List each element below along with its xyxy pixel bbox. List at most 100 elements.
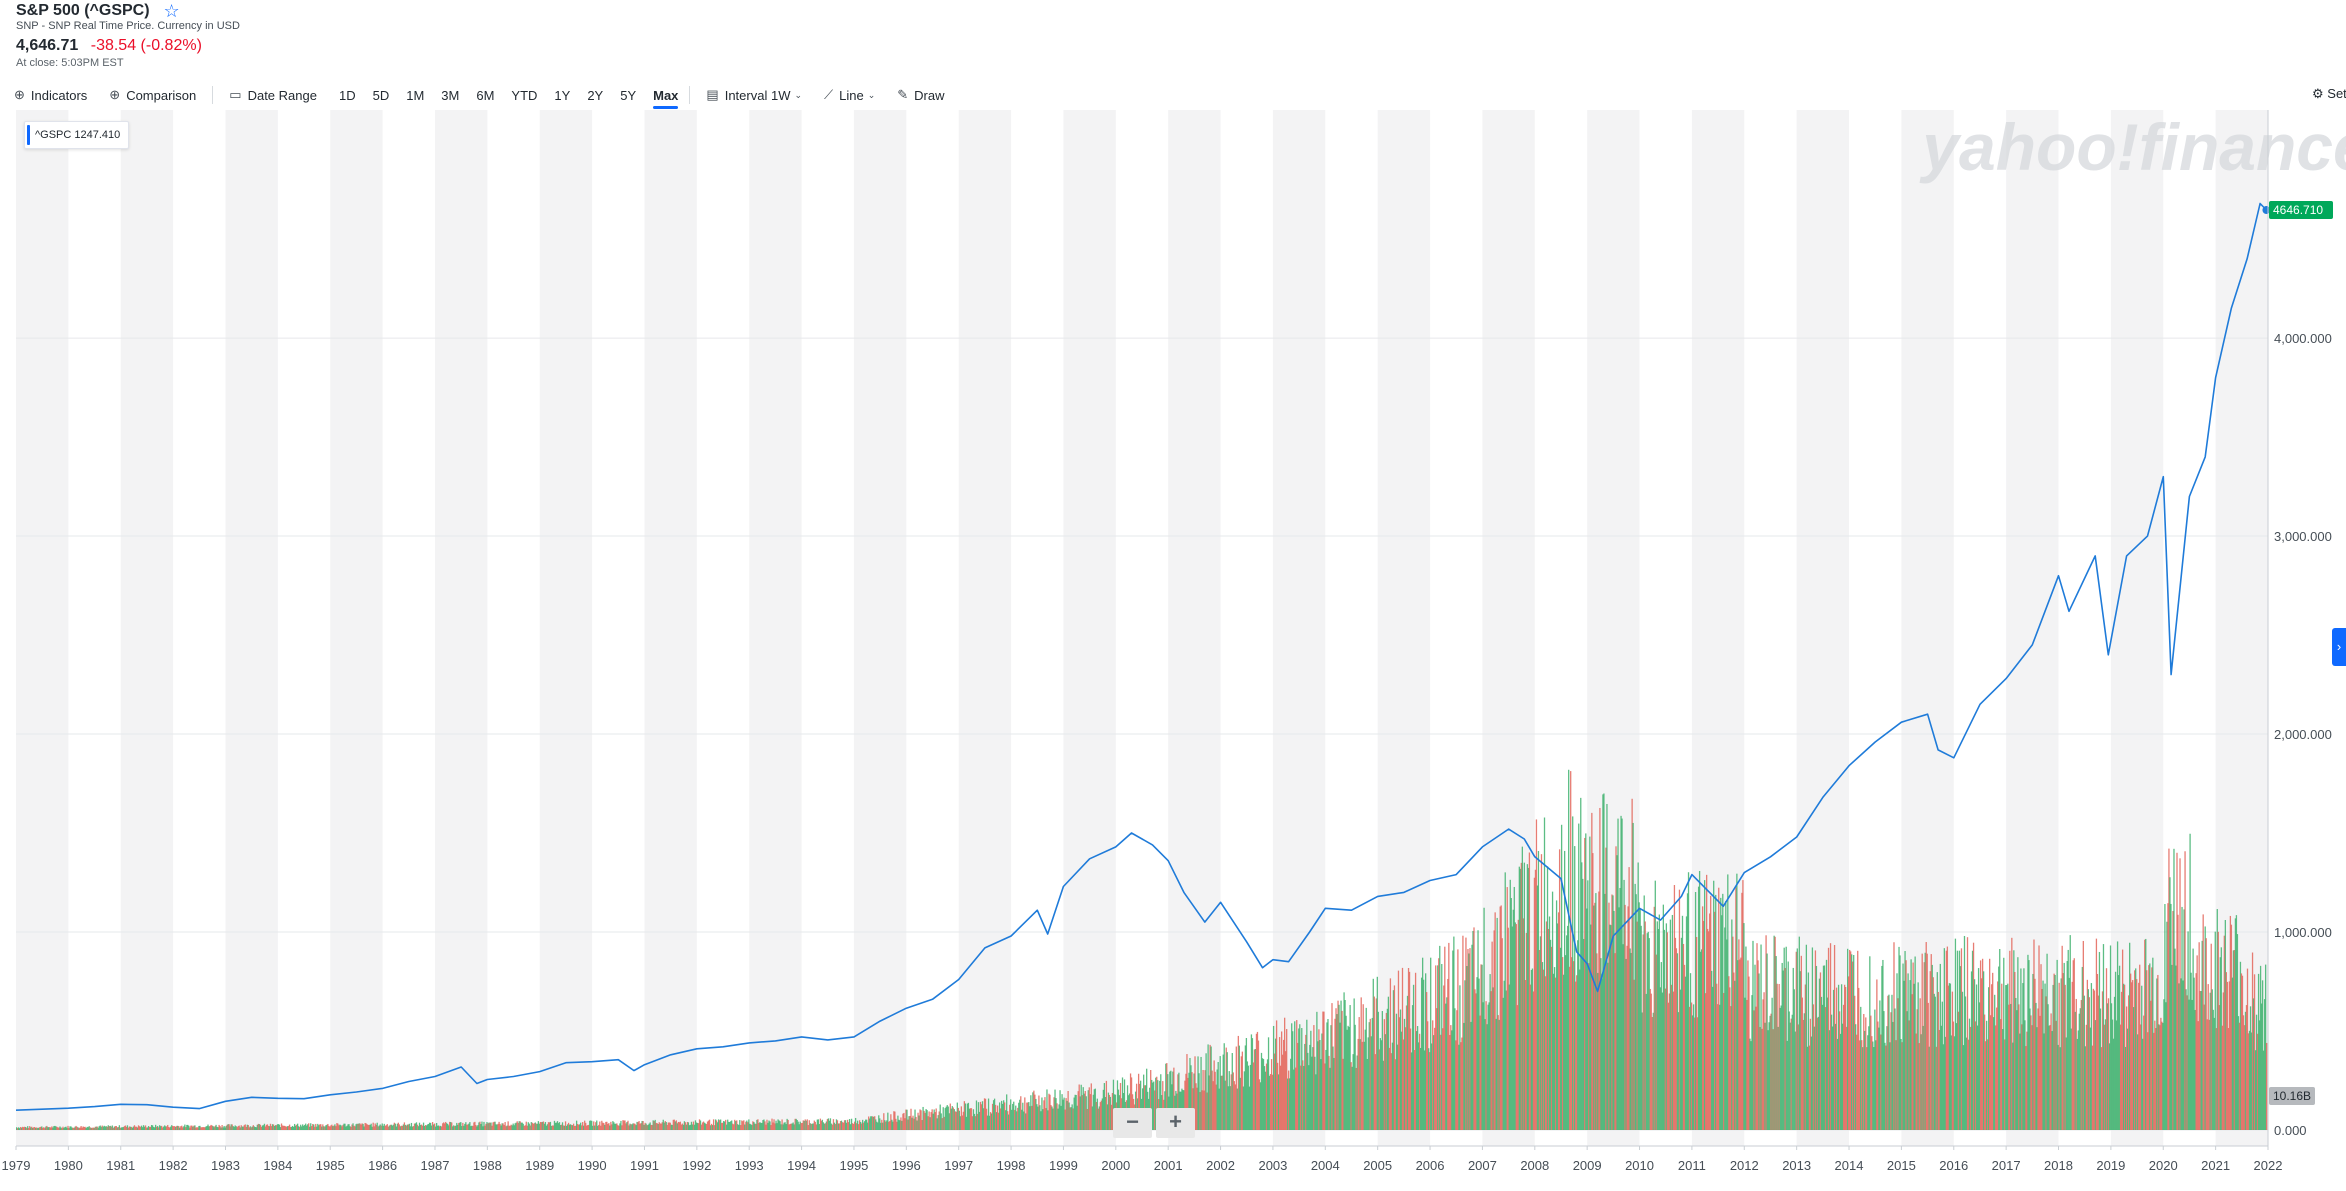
volume-bar [2253,974,2256,1130]
zoom-out-button[interactable]: − [1113,1108,1152,1138]
volume-bar [268,1126,271,1130]
star-icon[interactable]: ☆ [163,1,180,21]
volume-bar [2033,939,2035,1130]
volume-bar [927,1116,929,1130]
volume-bar [187,1124,189,1130]
volume-bar [953,1109,955,1130]
volume-bar [557,1123,560,1130]
volume-bar [1520,862,1522,1130]
range-5d[interactable]: 5D [372,87,390,103]
x-tick-label: 2006 [1416,1158,1445,1173]
volume-bar [245,1126,247,1130]
volume-bar [1030,1095,1032,1130]
volume-bar [2063,962,2065,1130]
volume-bar [2144,939,2146,1130]
volume-bar [826,1119,829,1130]
volume-bar [1153,1081,1155,1130]
volume-bar [1994,994,1996,1130]
indicators-button[interactable]: ⊕ Indicators [14,87,87,103]
volume-bar [2059,1047,2061,1130]
volume-bar [931,1109,933,1130]
range-ytd[interactable]: YTD [511,87,538,103]
volume-bar [2168,848,2170,1130]
volume-bar [1556,923,1559,1130]
expand-panel-tab[interactable]: › [2332,628,2346,666]
volume-bar [64,1126,66,1130]
volume-bar [2193,977,2195,1130]
range-max[interactable]: Max [653,87,679,109]
volume-bar [348,1124,350,1130]
range-3m[interactable]: 3M [441,87,460,103]
volume-bar [1975,984,1978,1130]
volume-bar [1112,1079,1115,1130]
volume-bar [1652,1012,1654,1130]
volume-bar [924,1112,926,1130]
interval-dropdown[interactable]: ▤ Interval 1W ⌄ [706,87,802,103]
chart-type-dropdown[interactable]: ⟋ Line ⌄ [824,87,875,103]
draw-label: Draw [914,87,945,103]
volume-bar [959,1116,962,1130]
volume-bar [1598,891,1600,1130]
volume-bar [1621,818,1623,1130]
range-1d[interactable]: 1D [338,87,356,103]
volume-bar [663,1122,665,1130]
volume-bar [98,1126,100,1130]
volume-bar [2089,1027,2092,1130]
volume-bar [725,1119,727,1130]
volume-bar [629,1123,631,1130]
volume-bar [330,1125,332,1130]
volume-bar [760,1122,762,1130]
volume-bar [1545,921,1548,1130]
volume-bar [231,1124,233,1130]
volume-bar [1767,1030,1769,1130]
volume-bar [1299,1024,1301,1130]
range-1y[interactable]: 1Y [554,87,571,103]
volume-bar [2094,1020,2097,1130]
volume-bar [1012,1103,1014,1130]
zoom-in-button[interactable]: + [1156,1108,1195,1138]
volume-bar [674,1121,676,1130]
volume-bar [345,1126,347,1130]
comparison-button[interactable]: ⊕ Comparison [109,87,196,103]
volume-bar [2174,948,2176,1130]
settings-button[interactable]: ⚙ Settings [2312,86,2346,102]
volume-bar [1531,968,1534,1130]
volume-bar [529,1125,531,1130]
volume-bar [1615,846,1617,1130]
volume-bar [1920,1034,1922,1130]
volume-bar [778,1120,780,1130]
volume-bar [1572,816,1574,1130]
volume-bar [177,1125,179,1130]
volume-bar [74,1126,76,1130]
volume-bar [837,1123,840,1130]
volume-bar [967,1102,970,1130]
x-tick-label: 2020 [2149,1158,2178,1173]
volume-bar [511,1125,513,1130]
volume-bar [1902,963,1904,1130]
draw-button[interactable]: ✎ Draw [897,87,944,103]
range-5y[interactable]: 5Y [620,87,637,103]
volume-bar [1025,1113,1027,1130]
volume-bar [743,1120,745,1130]
volume-bar [455,1125,457,1130]
range-6m[interactable]: 6M [476,87,495,103]
price-chart[interactable]: yahoo!finance 0.0001,000.0002,000.0003,0… [0,110,2346,1191]
series-legend[interactable]: ^GSPC 1247.410 [24,121,130,149]
volume-bar [1769,1015,1771,1130]
volume-bar [317,1123,319,1130]
volume-bar [1080,1084,1082,1130]
volume-bar [66,1127,68,1130]
date-range-button[interactable]: ▭ Date Range [229,87,317,103]
volume-bar [203,1127,205,1130]
volume-bar [684,1122,687,1130]
range-1m[interactable]: 1M [406,87,425,103]
volume-bar [706,1121,709,1130]
volume-bar [282,1125,285,1130]
volume-bar [1178,1072,1180,1130]
volume-bar [49,1127,51,1130]
volume-bar [853,1121,856,1130]
range-2y[interactable]: 2Y [587,87,604,103]
volume-bar [1013,1101,1015,1130]
volume-bar [952,1107,954,1130]
volume-bar [816,1119,818,1130]
